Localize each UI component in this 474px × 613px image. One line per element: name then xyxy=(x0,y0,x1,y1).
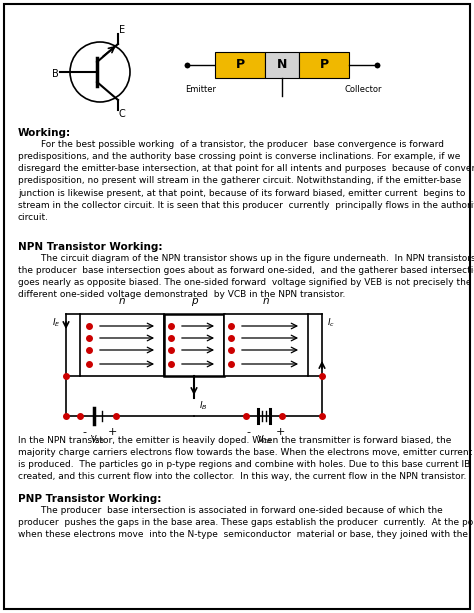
Text: B: B xyxy=(52,69,58,79)
Text: n: n xyxy=(263,296,269,306)
Text: C: C xyxy=(118,109,126,119)
Text: -: - xyxy=(246,427,250,437)
Text: PNP Transistor Working:: PNP Transistor Working: xyxy=(18,494,161,504)
Text: NPN Transistor Working:: NPN Transistor Working: xyxy=(18,242,163,252)
Text: Working:: Working: xyxy=(18,128,71,138)
Text: I$_E$: I$_E$ xyxy=(52,317,61,329)
Bar xyxy=(224,314,308,376)
Text: V$_{CB}$: V$_{CB}$ xyxy=(256,434,272,446)
Text: +: + xyxy=(276,427,285,437)
Text: The producer  base intersection is associated in forward one-sided because of wh: The producer base intersection is associ… xyxy=(18,506,474,539)
Text: P: P xyxy=(236,58,245,72)
Bar xyxy=(299,52,349,78)
Bar xyxy=(265,52,299,78)
Text: +: + xyxy=(107,427,117,437)
Text: For the best possible working  of a transistor, the producer  base convergence i: For the best possible working of a trans… xyxy=(18,140,474,222)
Bar xyxy=(215,52,265,78)
Text: V$_{EB}$: V$_{EB}$ xyxy=(91,434,106,446)
Text: The circuit diagram of the NPN transistor shows up in the figure underneath.  In: The circuit diagram of the NPN transisto… xyxy=(18,254,474,299)
Text: n: n xyxy=(118,296,125,306)
Text: -: - xyxy=(82,427,86,437)
Text: Emitter: Emitter xyxy=(185,85,217,94)
Text: E: E xyxy=(119,25,125,35)
Bar xyxy=(80,314,164,376)
Text: Collector: Collector xyxy=(344,85,382,94)
Bar xyxy=(164,314,224,376)
Text: In the NPN transistor, the emitter is heavily doped. When the transmitter is for: In the NPN transistor, the emitter is he… xyxy=(18,436,474,481)
Text: P: P xyxy=(319,58,328,72)
Text: I$_c$: I$_c$ xyxy=(327,317,335,329)
Text: p: p xyxy=(191,296,197,306)
Text: N: N xyxy=(277,58,287,72)
Text: I$_B$: I$_B$ xyxy=(199,400,208,413)
